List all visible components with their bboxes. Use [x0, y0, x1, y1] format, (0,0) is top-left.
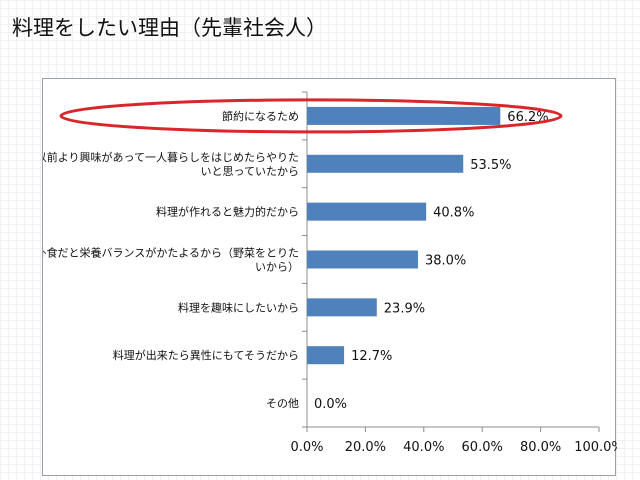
bar — [307, 202, 427, 221]
highlight-layer — [59, 98, 563, 134]
page-title: 料理をしたい理由（先輩社会人） — [12, 16, 327, 40]
chart-bars — [307, 106, 501, 365]
category-label: 料理が作れると魅力的だから — [156, 205, 299, 219]
category-label: 料理を趣味にしたいから — [178, 300, 299, 314]
chart-frame: 節約になるため以前より興味があって一人暮らしをはじめたらやりたいと思っていたから… — [42, 78, 617, 476]
bar — [307, 154, 464, 173]
category-label: 料理が出来たら異性にもてそうだから — [113, 348, 299, 362]
category-label: その他 — [266, 397, 299, 410]
data-label: 38.0% — [425, 254, 466, 269]
data-label: 23.9% — [384, 301, 425, 316]
data-label: 12.7% — [351, 349, 392, 364]
category-label: 外食だと栄養バランスがかたよるから（野菜をとりたいから） — [43, 246, 299, 274]
x-tick-label: 100.0% — [574, 440, 617, 455]
data-label: 40.8% — [433, 206, 474, 221]
category-labels: 節約になるため以前より興味があって一人暮らしをはじめたらやりたいと思っていたから… — [43, 109, 299, 410]
x-tick-label: 60.0% — [462, 440, 503, 455]
x-tick-labels: 0.0% 20.0% 40.0% 60.0% 80.0% 100.0% — [290, 440, 617, 455]
x-tick-label: 40.0% — [403, 440, 444, 455]
bar — [307, 106, 501, 125]
bar-chart: 節約になるため以前より興味があって一人暮らしをはじめたらやりたいと思っていたから… — [43, 91, 617, 455]
x-tick-label: 0.0% — [290, 440, 323, 455]
bar — [307, 346, 345, 365]
highlight-ellipse — [59, 98, 563, 134]
data-label: 53.5% — [470, 158, 511, 173]
x-tick-label: 80.0% — [520, 440, 561, 455]
x-tick-label: 20.0% — [345, 440, 386, 455]
category-label: 節約になるため — [222, 109, 299, 123]
data-label: 0.0% — [314, 397, 347, 412]
bar — [307, 250, 418, 269]
bar — [307, 298, 377, 317]
category-label: 以前より興味があって一人暮らしをはじめたらやりたいと思っていたから — [43, 150, 299, 178]
